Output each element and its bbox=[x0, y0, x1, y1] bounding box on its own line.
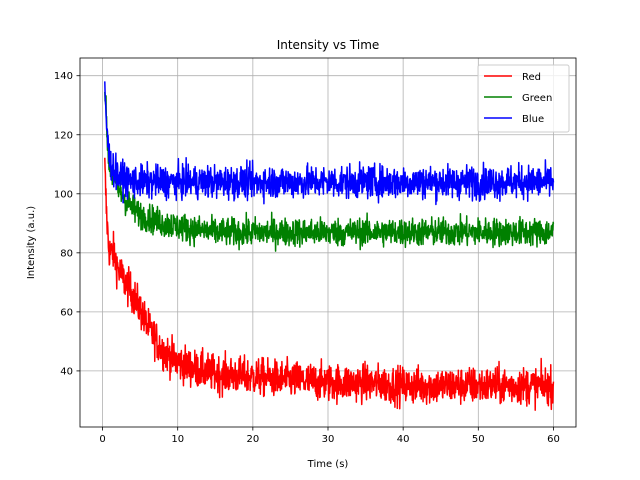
legend: Red Green Blue bbox=[477, 64, 570, 133]
y-tick-label: 140 bbox=[54, 71, 73, 82]
series-line-blue bbox=[104, 81, 555, 206]
x-tick-label: 20 bbox=[246, 434, 259, 445]
y-axis: 40 60 80 100 120 140 bbox=[54, 71, 80, 377]
legend-label-red: Red bbox=[522, 72, 541, 83]
y-tick-label: 60 bbox=[60, 307, 73, 318]
x-tick-label: 30 bbox=[322, 434, 335, 445]
legend-box bbox=[477, 64, 570, 133]
x-tick-label: 0 bbox=[99, 434, 105, 445]
legend-label-green: Green bbox=[522, 93, 552, 104]
x-tick-label: 10 bbox=[171, 434, 184, 445]
x-tick-label: 40 bbox=[397, 434, 410, 445]
series-line-red bbox=[104, 157, 555, 411]
plot-area bbox=[104, 81, 555, 411]
legend-label-blue: Blue bbox=[522, 114, 544, 125]
y-tick-label: 100 bbox=[54, 189, 73, 200]
y-tick-label: 120 bbox=[54, 130, 73, 141]
x-tick-label: 60 bbox=[547, 434, 560, 445]
x-axis-label: Time (s) bbox=[307, 459, 349, 470]
series-line-green bbox=[104, 91, 555, 252]
y-axis-label: Intensity (a.u.) bbox=[26, 206, 37, 279]
x-axis: 0 10 20 30 40 50 60 bbox=[99, 427, 560, 445]
y-tick-label: 80 bbox=[60, 248, 73, 259]
chart-title: Intensity vs Time bbox=[277, 38, 380, 52]
y-tick-label: 40 bbox=[60, 366, 73, 377]
x-tick-label: 50 bbox=[472, 434, 485, 445]
